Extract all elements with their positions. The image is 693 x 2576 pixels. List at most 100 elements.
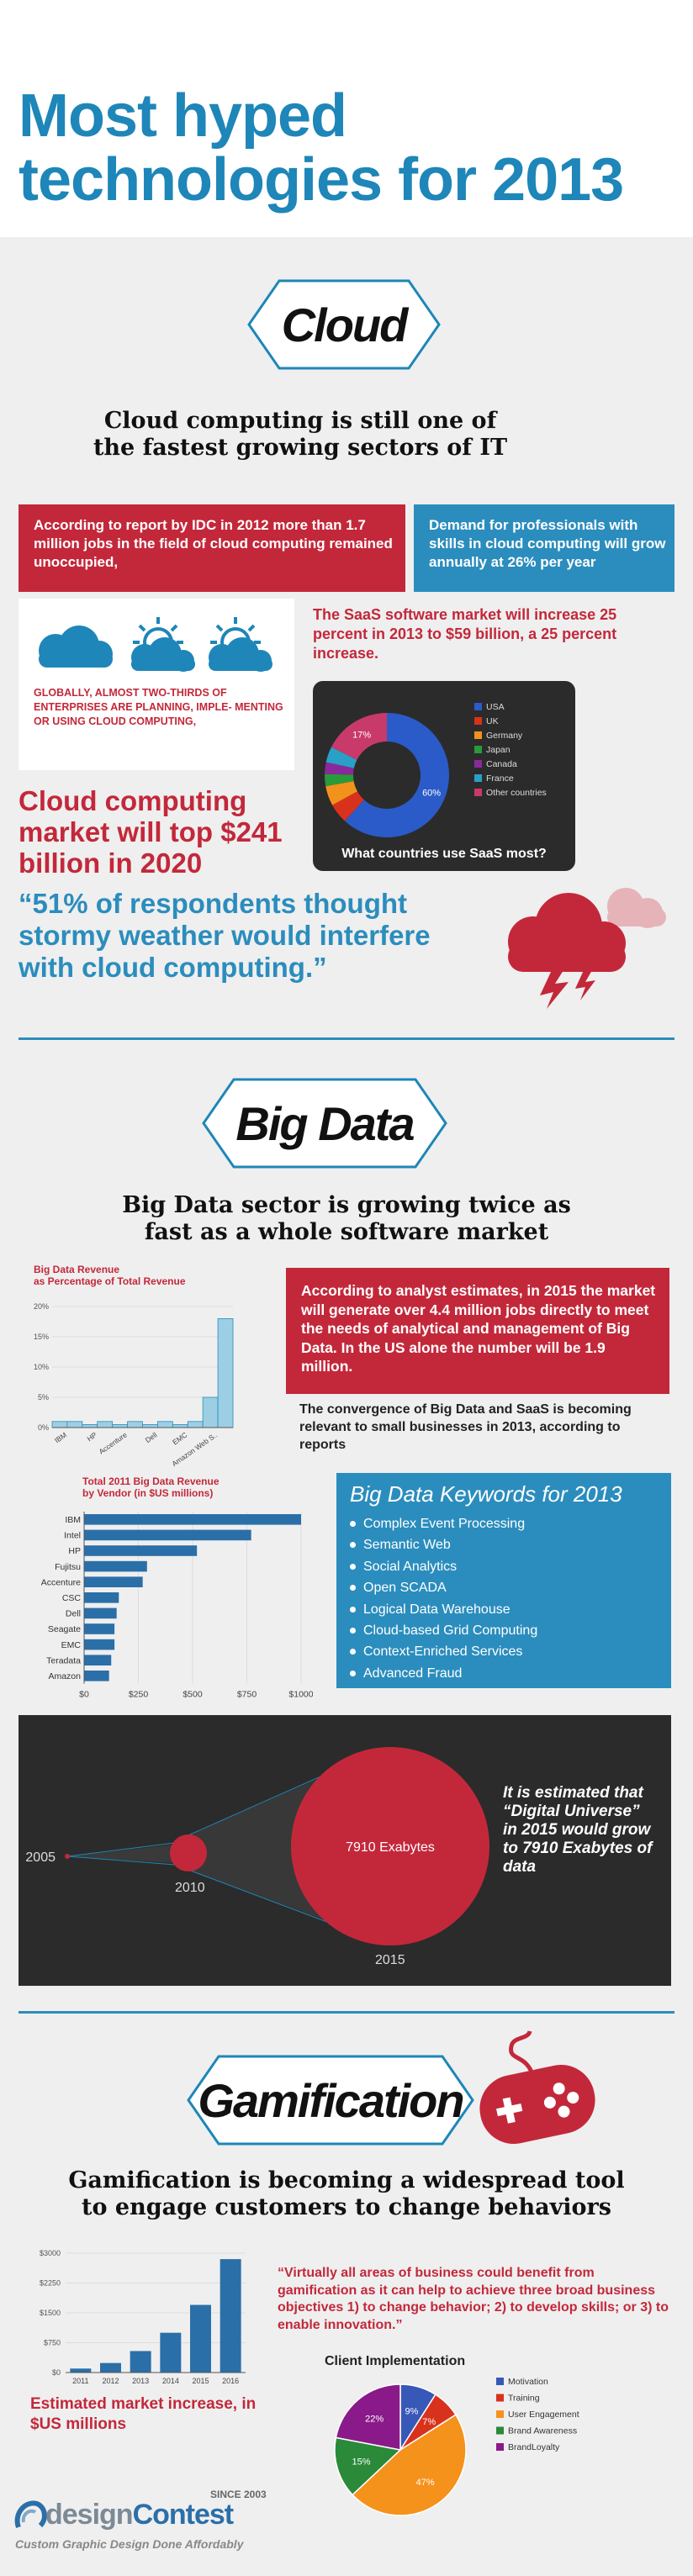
y-tick-label: 20% — [34, 1302, 49, 1311]
bar — [66, 1421, 83, 1428]
bar — [190, 2304, 211, 2373]
y-tick-label: Seagate — [48, 1624, 81, 1634]
legend-swatch — [474, 789, 482, 796]
bar — [84, 1671, 109, 1681]
keyword-item: Open SCADA — [348, 1577, 537, 1598]
designcontest-logo: SINCE 2003 designContest Custom Graphic … — [12, 2489, 298, 2569]
cloud-headline: Cloud computing is still one of the fast… — [93, 408, 508, 461]
cloud-demand-box: Demand for professionals with skills in … — [414, 504, 674, 592]
bar — [84, 1607, 117, 1619]
x-tick-label: $500 — [183, 1690, 203, 1698]
sun-cloud-icon-2 — [209, 617, 272, 672]
pie-slice-uk — [332, 791, 364, 821]
y-tick-label: Intel — [64, 1531, 81, 1541]
sun-cloud-icon — [131, 617, 195, 672]
legend-label: BrandLoyalty — [508, 2442, 560, 2452]
gamepad-icon — [479, 2030, 595, 2145]
year-2015: 2015 — [375, 1953, 405, 1967]
pie-slice-canada — [325, 762, 354, 775]
pie-slice-japan — [325, 773, 354, 787]
keyword-item: Logical Data Warehouse — [348, 1599, 537, 1620]
y-tick-label: $0 — [52, 2368, 61, 2377]
y-tick-label: Amazon — [48, 1671, 81, 1681]
x-tick-label: $750 — [237, 1690, 257, 1698]
x-tick-label: Accenture — [98, 1430, 129, 1455]
bar — [127, 1421, 143, 1428]
gamification-headline: Gamification is becoming a widespread to… — [68, 2167, 625, 2220]
bar — [70, 2368, 92, 2373]
bar — [172, 1423, 188, 1428]
legend-swatch — [474, 703, 482, 710]
pie-data-label: 60% — [422, 789, 441, 799]
keyword-item: Social Analytics — [348, 1556, 537, 1577]
bar — [84, 1576, 143, 1587]
keywords-panel: Big Data Keywords for 2013 Complex Event… — [336, 1473, 671, 1688]
hero-header: Most hyped technologies for 2013 — [0, 0, 693, 237]
weather-panel: GLOBALLY, ALMOST TWO-THIRDS OF ENTERPRIS… — [19, 599, 294, 770]
chart-subtitle: by Vendor (in $US millions) — [82, 1487, 213, 1499]
logo-mark-icon — [14, 2500, 47, 2529]
bar — [84, 1655, 112, 1665]
x-tick-label: 2011 — [72, 2377, 88, 2385]
legend-swatch — [474, 717, 482, 725]
legend-swatch — [474, 774, 482, 782]
y-tick-label: Dell — [66, 1609, 81, 1619]
bar — [217, 1318, 234, 1428]
client-implementation-title: Client Implementation — [325, 2354, 466, 2368]
bar — [202, 1396, 219, 1428]
y-tick-label: 10% — [34, 1363, 49, 1371]
y-tick-label: CSC — [62, 1593, 82, 1603]
bar — [160, 2332, 182, 2373]
legend-label: Germany — [486, 731, 523, 741]
pie-slice-other-countries — [331, 713, 387, 760]
bar — [112, 1423, 128, 1428]
gamification-market-chart: $0 $750 $1500 $2250 $3000 2011 2012 2013 2014 201… — [40, 2249, 246, 2385]
x-tick-label: $250 — [129, 1690, 149, 1698]
legend-swatch — [474, 760, 482, 768]
legend-label: France — [486, 773, 514, 784]
legend-swatch — [474, 746, 482, 753]
x-tick-label: 2016 — [222, 2377, 239, 2385]
keyword-item: Semantic Web — [348, 1534, 537, 1555]
legend-label: Brand Awareness — [508, 2426, 577, 2436]
pie-caption: What countries use SaaS most? — [341, 847, 547, 861]
legend-label: Canada — [486, 759, 517, 769]
gamification-heading: Gamification — [198, 2073, 464, 2127]
legend-swatch — [496, 2410, 504, 2418]
legend-label: Japan — [486, 745, 510, 755]
x-tick-label: 2012 — [102, 2377, 119, 2385]
cloud-adoption-caption: GLOBALLY, ALMOST TWO-THIRDS OF ENTERPRIS… — [34, 687, 283, 727]
legend-swatch — [474, 731, 482, 739]
cloud-heading: Cloud — [281, 298, 409, 351]
bar — [82, 1423, 98, 1428]
y-tick-label: $3000 — [40, 2249, 61, 2257]
pie-data-label: 22% — [365, 2415, 384, 2425]
keyword-item: Advanced Fraud — [348, 1663, 537, 1684]
legend-swatch — [496, 2426, 504, 2435]
bigdata-heading-badge: Big Data — [200, 1076, 449, 1170]
legend-label: Other countries — [486, 788, 547, 798]
legend-label: Motivation — [508, 2377, 548, 2387]
section-divider-2 — [19, 2011, 674, 2014]
gamification-quote: “Virtually all areas of business could b… — [278, 2266, 669, 2332]
y-tick-label: 0% — [38, 1423, 49, 1432]
bar — [84, 1529, 251, 1541]
pie-slice-user-engagement — [352, 2414, 467, 2516]
legend-label: User Engagement — [508, 2410, 579, 2420]
bar — [187, 1421, 204, 1428]
pie-data-label: 9% — [405, 2407, 419, 2417]
digital-universe-graphic: 2005 2010 2015 7910 Exabytes — [25, 1747, 489, 1967]
pie-slice-brandloyalty — [335, 2383, 401, 2451]
bar — [142, 1423, 158, 1428]
bigdata-heading: Big Data — [235, 1096, 415, 1150]
client-pie-chart: 9%7% 47% 15% 22% Motivation Training User Enga… — [334, 2377, 579, 2516]
year-2010: 2010 — [175, 1881, 205, 1895]
x-tick-label: IBM — [53, 1430, 68, 1444]
keyword-item: Complex Event Processing — [348, 1513, 537, 1534]
bar — [51, 1421, 68, 1428]
pie-data-label: 47% — [416, 2478, 435, 2488]
exabytes-label: 7910 Exabytes — [346, 1840, 435, 1855]
